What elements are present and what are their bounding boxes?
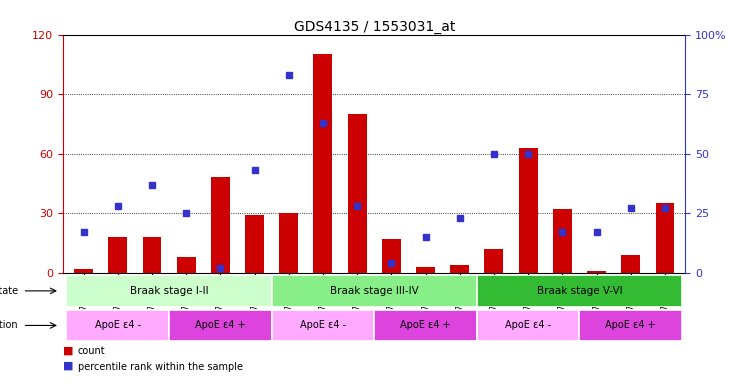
Bar [142,237,162,273]
Bar [74,269,93,273]
Bar [476,275,682,306]
Bar [579,310,682,341]
Bar [272,310,374,341]
Bar [67,275,272,306]
Bar [279,213,298,273]
Bar [348,114,367,273]
Text: ■: ■ [63,345,73,355]
Title: GDS4135 / 1553031_at: GDS4135 / 1553031_at [293,20,455,33]
Bar [519,148,537,273]
Bar [169,310,272,341]
Text: percentile rank within the sample: percentile rank within the sample [78,362,243,372]
Bar [374,310,476,341]
Bar [272,275,476,306]
Bar [313,55,332,273]
Bar [416,266,435,273]
Text: count: count [78,346,105,356]
Bar [451,265,469,273]
Text: ApoE ε4 +: ApoE ε4 + [195,320,245,331]
Text: ApoE ε4 -: ApoE ε4 - [95,320,141,331]
Text: ApoE ε4 -: ApoE ε4 - [300,320,346,331]
Bar [245,215,264,273]
Text: ApoE ε4 +: ApoE ε4 + [605,320,656,331]
Bar [656,203,674,273]
Text: Braak stage I-II: Braak stage I-II [130,286,208,296]
Text: ■: ■ [63,361,73,371]
Bar [67,310,169,341]
Bar [553,209,572,273]
Bar [476,310,579,341]
Bar [621,255,640,273]
Text: disease state: disease state [0,286,19,296]
Text: genotype/variation: genotype/variation [0,320,19,331]
Bar [587,271,606,273]
Bar [382,239,401,273]
Text: Braak stage III-IV: Braak stage III-IV [330,286,419,296]
Text: Braak stage V-VI: Braak stage V-VI [536,286,622,296]
Bar [176,257,196,273]
Bar [485,249,503,273]
Text: ApoE ε4 +: ApoE ε4 + [400,320,451,331]
Bar [211,177,230,273]
Text: ApoE ε4 -: ApoE ε4 - [505,320,551,331]
Bar [108,237,127,273]
